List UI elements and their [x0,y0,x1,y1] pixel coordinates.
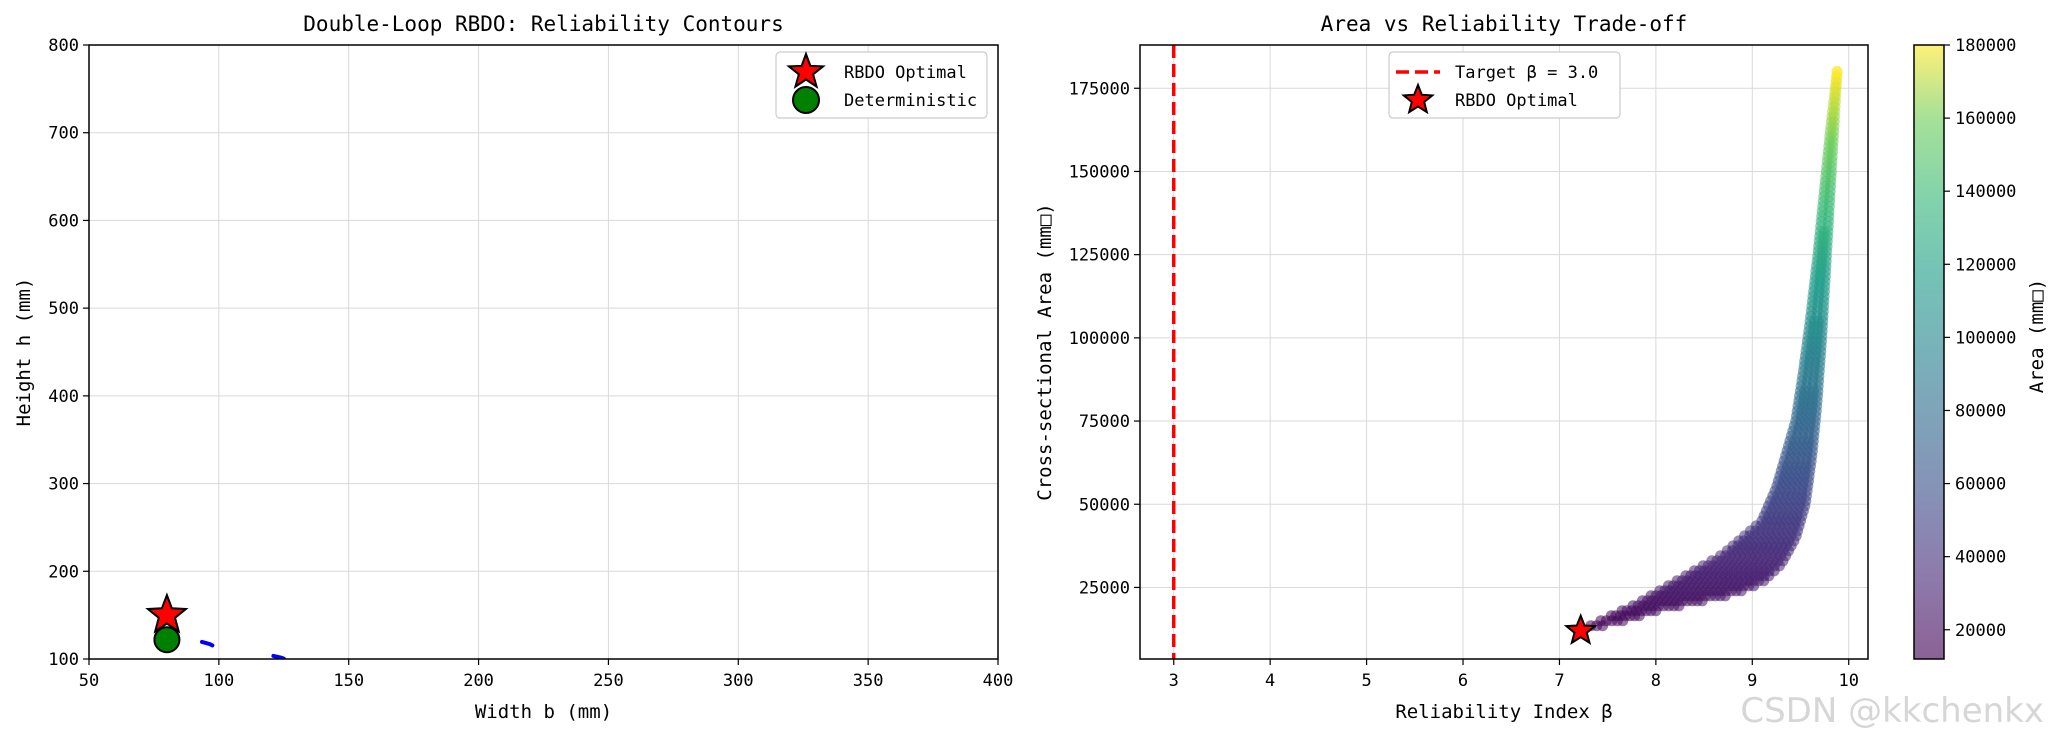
rbdo-optimal-marker [145,592,189,634]
colorbar-ticks: 20000 40000 60000 80000 100000 120000 140000 16… [1944,36,2016,641]
colorbar-tick-label: 180000 [1955,36,2016,56]
right-y-tick-label: 100000 [1069,329,1130,349]
right-y-tick-label: 125000 [1069,246,1130,266]
colorbar-tick-label: 60000 [1955,475,2006,495]
right-y-tick-label: 175000 [1069,79,1130,99]
left-chart-title: Double-Loop RBDO: Reliability Contours [303,12,783,36]
left-x-tick-label: 200 [463,671,494,691]
left-y-tick-label: 400 [48,387,79,407]
right-y-tick-label: 75000 [1079,412,1130,432]
colorbar-tick-label: 40000 [1955,548,2006,568]
left-x-axis-label: Width b (mm) [475,701,612,723]
legend-circle-marker [792,86,820,114]
legend-star-marker-right [1401,82,1435,115]
colorbar-label: Area (mm□) [2026,279,2048,393]
left-x-tick-label: 300 [723,671,754,691]
right-y-tick-label: 25000 [1079,578,1130,598]
right-x-tick-label: 5 [1361,671,1371,691]
reliability-contour-segment [271,653,286,659]
left-y-tick-label: 100 [48,650,79,670]
colorbar: 20000 40000 60000 80000 100000 120000 140000 16… [1913,36,2048,660]
left-x-tick-label: 400 [983,671,1014,691]
legend-label-rbdo-optimal-right: RBDO Optimal [1455,91,1578,111]
area-scatter-point [1831,66,1843,78]
left-markers [145,592,189,654]
right-x-tick-label: 8 [1651,671,1661,691]
reliability-contour-segment [200,639,215,648]
colorbar-gradient [1914,45,1944,659]
colorbar-tick-label: 120000 [1955,255,2016,275]
right-y-tick-label: 50000 [1079,495,1130,515]
rbdo-optimal-point [1563,612,1598,646]
watermark: CSDN @kkchenkx [1740,691,2044,731]
left-y-tick-label: 600 [48,211,79,231]
right-y-tick-label: 150000 [1069,162,1130,182]
colorbar-tick-label: 160000 [1955,109,2016,129]
left-x-tick-label: 150 [333,671,364,691]
right-axes-frame [1139,44,1869,660]
right-legend: Target β = 3.0 RBDO Optimal [1388,51,1621,119]
colorbar-tick-label: 140000 [1955,182,2016,202]
right-grid [1140,45,1868,659]
right-x-tick-label: 10 [1838,671,1858,691]
colorbar-tick-label: 100000 [1955,328,2016,348]
right-y-axis-label: Cross-sectional Area (mm□) [1034,203,1056,500]
area-scatter-region [1575,66,1843,637]
right-x-tick-label: 7 [1554,671,1564,691]
legend-label-deterministic: Deterministic [844,91,977,111]
left-y-tick-label: 800 [48,36,79,56]
reliability-contours-panel: 50 100 150 200 250 300 350 40010020030040050060… [13,12,1013,723]
area-reliability-panel: 3 4 5 6 7 8 9 10 25000 50000 75000 100000 125000 1500… [1034,12,1869,723]
left-x-tick-label: 50 [79,671,99,691]
colorbar-tick-label: 80000 [1955,401,2006,421]
left-y-axis-label: Height h (mm) [13,278,35,427]
right-chart-title: Area vs Reliability Trade-off [1321,12,1688,36]
colorbar-frame [1913,44,1945,660]
left-y-tick-label: 500 [48,299,79,319]
right-x-tick-label: 4 [1265,671,1275,691]
right-x-tick-label: 3 [1169,671,1179,691]
left-y-tick-label: 200 [48,562,79,582]
legend-star-marker [786,51,826,89]
left-x-tick-label: 350 [853,671,884,691]
left-axes-frame [88,44,999,660]
left-legend: RBDO Optimal Deterministic [775,51,988,119]
left-y-tick-label: 300 [48,475,79,495]
left-legend-box [775,51,988,119]
contour-fragments [200,639,286,659]
left-x-tick-label: 100 [203,671,234,691]
left-ticks: 50 100 150 200 250 300 350 40010020030040050060… [48,36,1013,691]
legend-label-target-beta: Target β = 3.0 [1455,63,1598,83]
left-y-tick-label: 700 [48,124,79,144]
left-grid [88,44,999,660]
right-legend-box [1388,51,1621,119]
right-ticks: 3 4 5 6 7 8 9 10 25000 50000 75000 100000 125000 1500… [1069,79,1859,691]
deterministic-marker [153,626,181,654]
legend-label-rbdo-optimal: RBDO Optimal [844,63,967,83]
right-x-tick-label: 6 [1458,671,1468,691]
right-x-axis-label: Reliability Index β [1395,701,1612,723]
right-x-tick-label: 9 [1747,671,1757,691]
left-x-tick-label: 250 [593,671,624,691]
colorbar-tick-label: 20000 [1955,621,2006,641]
